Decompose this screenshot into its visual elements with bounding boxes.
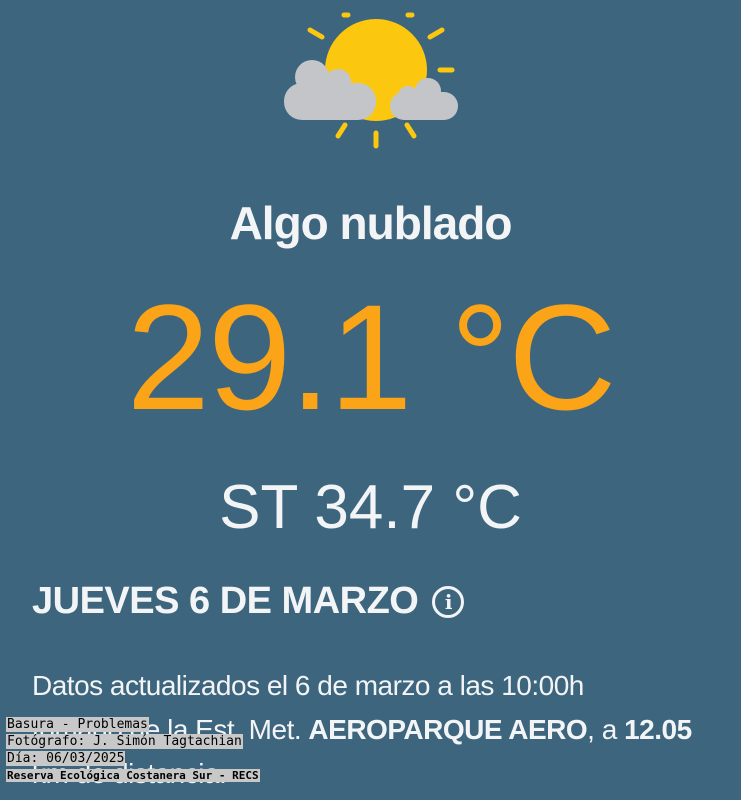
updated-text: Datos actualizados el 6 de marzo a las 1…	[32, 670, 584, 701]
distance-value: 12.05	[624, 714, 692, 745]
date-label: JUEVES 6 DE MARZO	[32, 580, 419, 622]
forecast-date: JUEVES 6 DE MARZO i	[32, 580, 465, 623]
info-icon[interactable]: i	[432, 585, 465, 618]
distance-prefix: , a	[587, 714, 617, 745]
station-name: AEROPARQUE AERO	[308, 714, 588, 745]
weather-condition: Algo nublado	[229, 197, 513, 249]
temperature: 29.1 °C	[126, 273, 617, 441]
photo-watermark: Basura - Problemas Fotógrafo: J. Simón T…	[6, 716, 260, 784]
feels-like-temperature: ST 34.7 °C	[219, 473, 522, 542]
sun-behind-clouds-icon	[284, 12, 458, 149]
watermark-line: Basura - Problemas	[6, 717, 149, 732]
watermark-line: Fotógrafo: J. Simón Tagtachian	[6, 734, 243, 749]
watermark-line: Día: 06/03/2025	[6, 751, 126, 766]
watermark-line: Reserva Ecológica Costanera Sur - RECS	[6, 769, 260, 782]
